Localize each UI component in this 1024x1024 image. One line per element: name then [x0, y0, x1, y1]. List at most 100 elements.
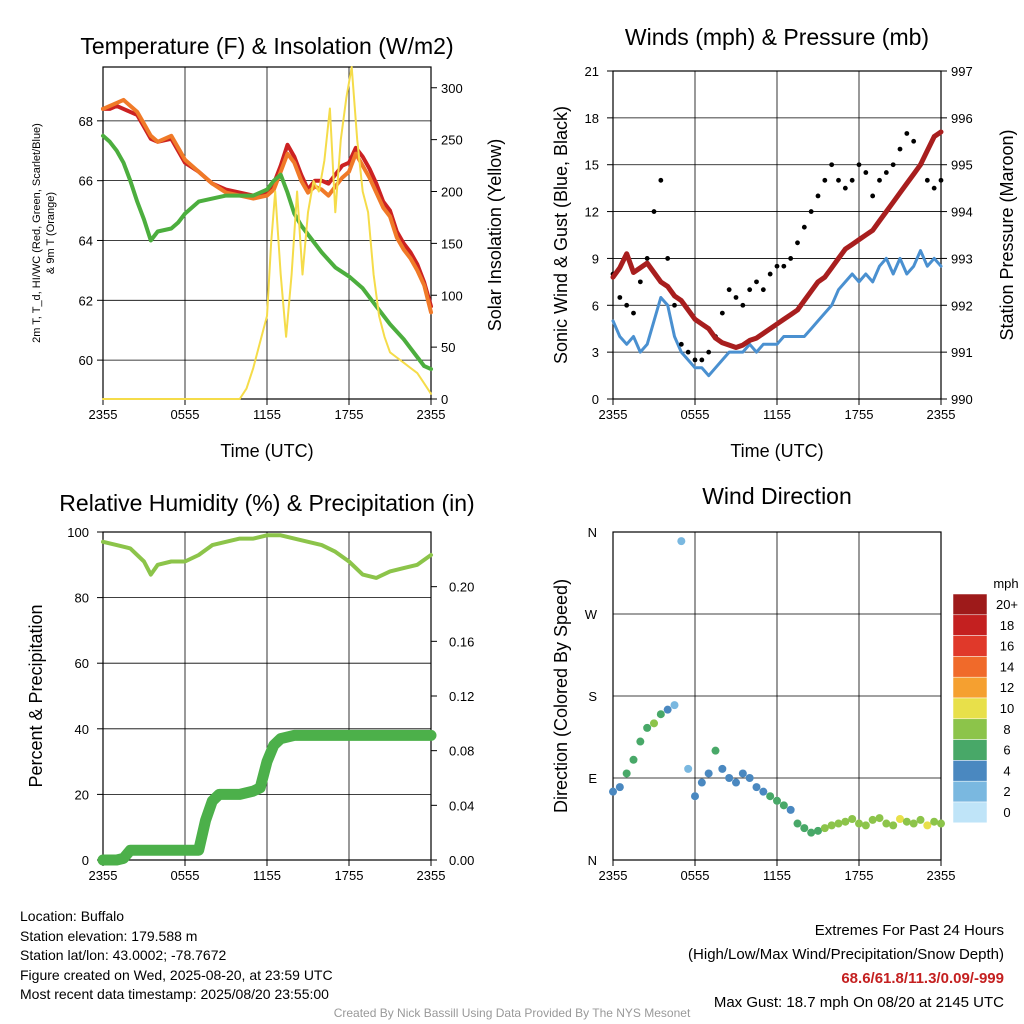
y2-tick-label: 300 [441, 81, 463, 96]
direction-point [725, 774, 734, 782]
y-tick-label: 60 [75, 656, 89, 671]
x-tick-label: 1755 [845, 407, 874, 422]
plot-area-humidity: 2355 0555 1155 1755 23550204060801000.000.04… [26, 490, 475, 883]
direction-point [663, 705, 672, 714]
legend-title: mph [993, 576, 1018, 591]
gust-point [754, 279, 759, 285]
y2-tick-label: 997 [951, 64, 973, 79]
direction-point [834, 819, 843, 828]
gust-point [767, 271, 773, 277]
legend-swatch [952, 760, 988, 782]
y-tick-label: 21 [585, 64, 599, 79]
x-tick-label: 1755 [845, 868, 874, 883]
direction-point [704, 769, 713, 778]
x-tick-label: 0555 [681, 407, 710, 422]
direction-point [882, 819, 891, 828]
y-tick-label: 18 [585, 111, 599, 126]
series-line-3 [102, 66, 432, 400]
gust-point [726, 287, 732, 293]
gust-point [795, 240, 800, 246]
extremes-panel: Extremes For Past 24 Hours (High/Low/Max… [688, 919, 1004, 1015]
gust-point [801, 224, 807, 230]
legend-label: 14 [1000, 659, 1014, 674]
legend-label: 20+ [996, 597, 1018, 612]
y2-tick-label: 0.20 [449, 580, 474, 595]
gust-point [863, 170, 869, 175]
legend-swatch [952, 739, 988, 761]
gust-point [774, 263, 780, 269]
y2-tick-label: 996 [951, 111, 973, 126]
x-tick-label: 2355 [417, 868, 446, 883]
y2-tick-label: 100 [441, 288, 463, 303]
y2-tick-label: 990 [951, 392, 973, 407]
direction-point [855, 819, 863, 828]
y-tick-label: N [588, 525, 597, 540]
direction-point [636, 737, 645, 746]
x-tick-label: 2355 [89, 868, 118, 883]
x-tick-label: 2355 [599, 868, 628, 883]
direction-point [738, 769, 747, 778]
latlon-text: Station lat/lon: 43.0002; -78.7672 [20, 947, 227, 964]
direction-point [861, 821, 870, 830]
direction-point [759, 787, 768, 796]
x-tick-label: 1155 [253, 868, 281, 883]
chart-title: Winds (mph) & Pressure (mb) [625, 24, 929, 50]
legend-label: 4 [1003, 763, 1010, 778]
gust-point [877, 177, 882, 183]
y-tick-label: N [588, 853, 597, 868]
y-tick-label: 6 [592, 298, 599, 313]
gust-point [658, 177, 664, 183]
y-tick-label: 64 [79, 233, 93, 248]
legend-swatch [952, 656, 988, 678]
direction-point [868, 815, 877, 824]
x-axis-label: Time (UTC) [730, 441, 823, 461]
y-tick-label: W [585, 607, 598, 622]
station-info: Location: Buffalo Station elevation: 179… [20, 907, 333, 1005]
direction-point [916, 815, 925, 824]
legend-label: 8 [1003, 722, 1010, 737]
gust-point [815, 193, 821, 199]
y-tick-label: 60 [79, 353, 93, 368]
gust-point [870, 193, 876, 199]
direction-point [609, 787, 617, 796]
y2-tick-label: 993 [951, 251, 973, 266]
direction-point [691, 792, 699, 801]
gust-point [883, 170, 889, 175]
chart-title: Temperature (F) & Insolation (W/m2) [80, 33, 453, 59]
legend-label: 10 [1000, 701, 1014, 716]
gust-point [678, 341, 684, 347]
legend-swatch [952, 593, 988, 616]
direction-point [752, 783, 761, 792]
gust-point [637, 279, 643, 285]
direction-point [909, 819, 918, 828]
direction-point [745, 774, 754, 782]
direction-point [793, 819, 802, 828]
y-axis-label-line2: & 9m T (Orange) [45, 192, 57, 274]
direction-point [937, 819, 945, 828]
direction-point [841, 817, 850, 826]
y-tick-label: 40 [75, 722, 89, 737]
x-tick-label: 2355 [927, 868, 956, 883]
y2-tick-label: 991 [951, 345, 973, 360]
gust-point [685, 349, 691, 355]
legend-swatch [952, 801, 988, 824]
direction-point [766, 792, 775, 801]
gust-point [617, 295, 623, 300]
elevation-text: Station elevation: 179.588 m [20, 927, 198, 944]
y2-axis-label: Station Pressure (Maroon) [997, 129, 1017, 340]
direction-point [656, 710, 665, 719]
extremes-values: 68.6/61.8/11.3/0.09/-999 [841, 970, 1004, 987]
y-tick-label: 62 [79, 293, 93, 308]
y-axis-label: Sonic Wind & Gust (Blue, Black) [551, 106, 571, 364]
y-tick-label: 9 [592, 251, 599, 266]
speed-legend: mph 20+ 18 16 14 12 10 8 6 4 2 0 [952, 576, 1019, 824]
y-tick-label: E [588, 771, 597, 786]
x-tick-label: 2355 [89, 407, 118, 422]
series-line-1 [101, 97, 433, 315]
gust-point [904, 131, 910, 136]
direction-point [786, 805, 795, 814]
legend-label: 12 [1000, 680, 1014, 695]
x-tick-label: 1755 [335, 868, 364, 883]
gust-point [938, 177, 944, 183]
